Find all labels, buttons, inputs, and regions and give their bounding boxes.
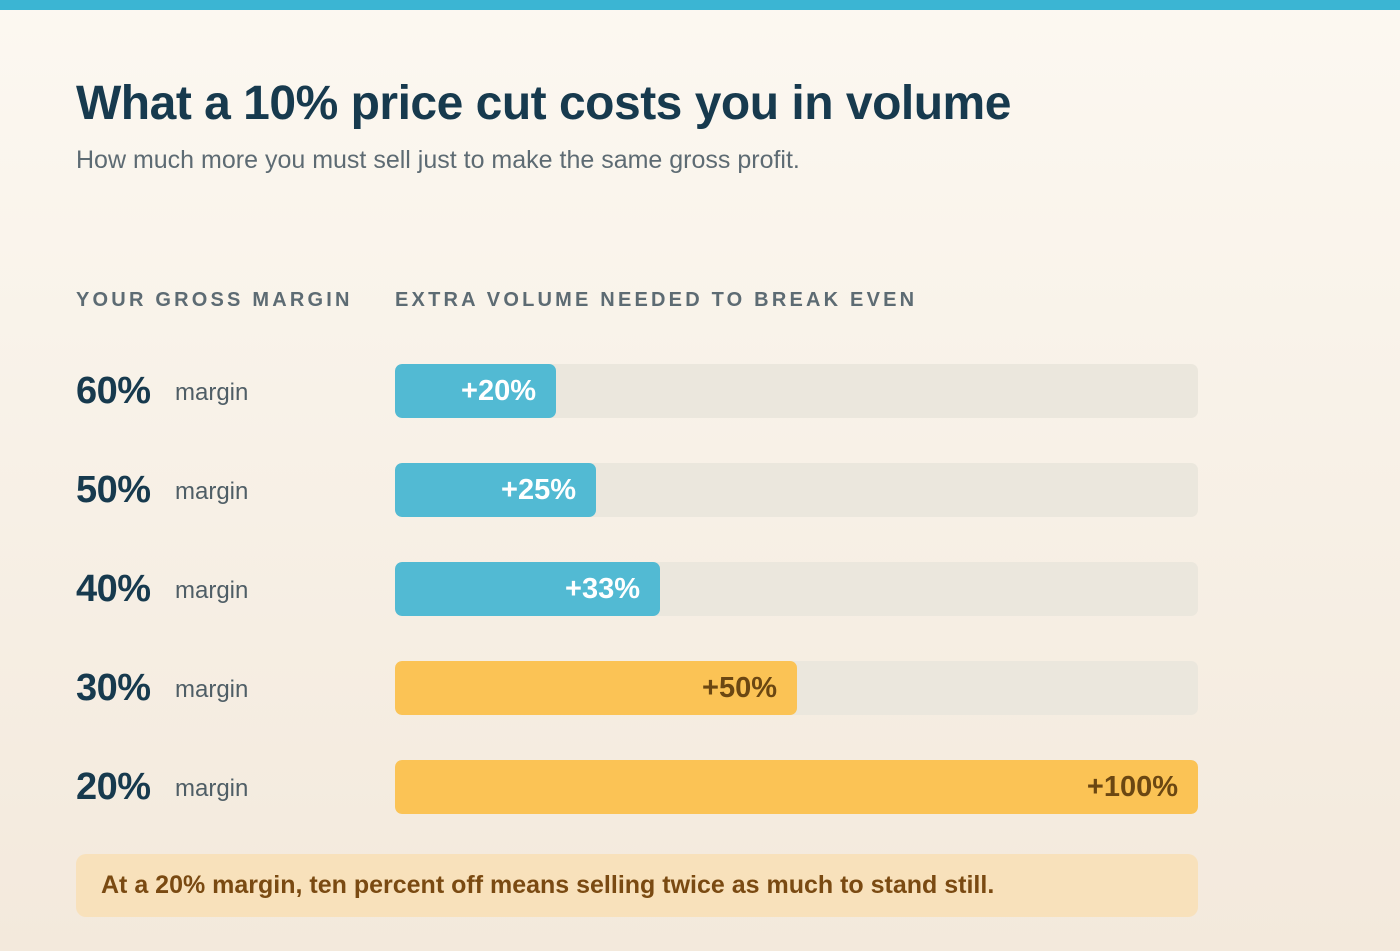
margin-suffix-label: margin bbox=[175, 577, 249, 604]
margin-suffix-label: margin bbox=[175, 379, 249, 406]
bar: +25% bbox=[395, 463, 596, 517]
margin-value-label: 20% bbox=[76, 766, 151, 808]
bar-track: +50% bbox=[395, 661, 1198, 715]
bar-row: 40% margin +33% bbox=[0, 562, 1400, 616]
bar-value-label: +20% bbox=[461, 375, 536, 407]
margin-value-label: 60% bbox=[76, 370, 151, 412]
bar-row: 30% margin +50% bbox=[0, 661, 1400, 715]
chart-subtitle: How much more you must sell just to make… bbox=[76, 146, 800, 174]
bar-value-label: +100% bbox=[1086, 771, 1178, 803]
margin-suffix-label: margin bbox=[175, 478, 249, 505]
bar-row: 50% margin +25% bbox=[0, 463, 1400, 517]
chart-title: What a 10% price cut costs you in volume bbox=[76, 77, 1011, 130]
column-header-gross-margin: YOUR GROSS MARGIN bbox=[76, 289, 353, 311]
bar: +50% bbox=[395, 661, 797, 715]
margin-suffix-label: margin bbox=[175, 676, 249, 703]
bar-value-label: +50% bbox=[702, 672, 777, 704]
bar-value-label: +33% bbox=[565, 573, 640, 605]
bar: +33% bbox=[395, 562, 660, 616]
margin-suffix-label: margin bbox=[175, 775, 249, 802]
bar: +20% bbox=[395, 364, 556, 418]
bar-track: +33% bbox=[395, 562, 1198, 616]
margin-value-label: 50% bbox=[76, 469, 151, 511]
bar-row: 20% margin +100% bbox=[0, 760, 1400, 814]
bar-track: +100% bbox=[395, 760, 1198, 814]
bar-track: +20% bbox=[395, 364, 1198, 418]
top-accent-stripe bbox=[0, 0, 1400, 10]
margin-value-label: 30% bbox=[76, 667, 151, 709]
bar-track: +25% bbox=[395, 463, 1198, 517]
column-header-extra-volume: EXTRA VOLUME NEEDED TO BREAK EVEN bbox=[395, 289, 918, 311]
bar-value-label: +25% bbox=[501, 474, 576, 506]
bar-row: 60% margin +20% bbox=[0, 364, 1400, 418]
bar: +100% bbox=[395, 760, 1198, 814]
margin-value-label: 40% bbox=[76, 568, 151, 610]
callout-note: At a 20% margin, ten percent off means s… bbox=[76, 854, 1198, 917]
